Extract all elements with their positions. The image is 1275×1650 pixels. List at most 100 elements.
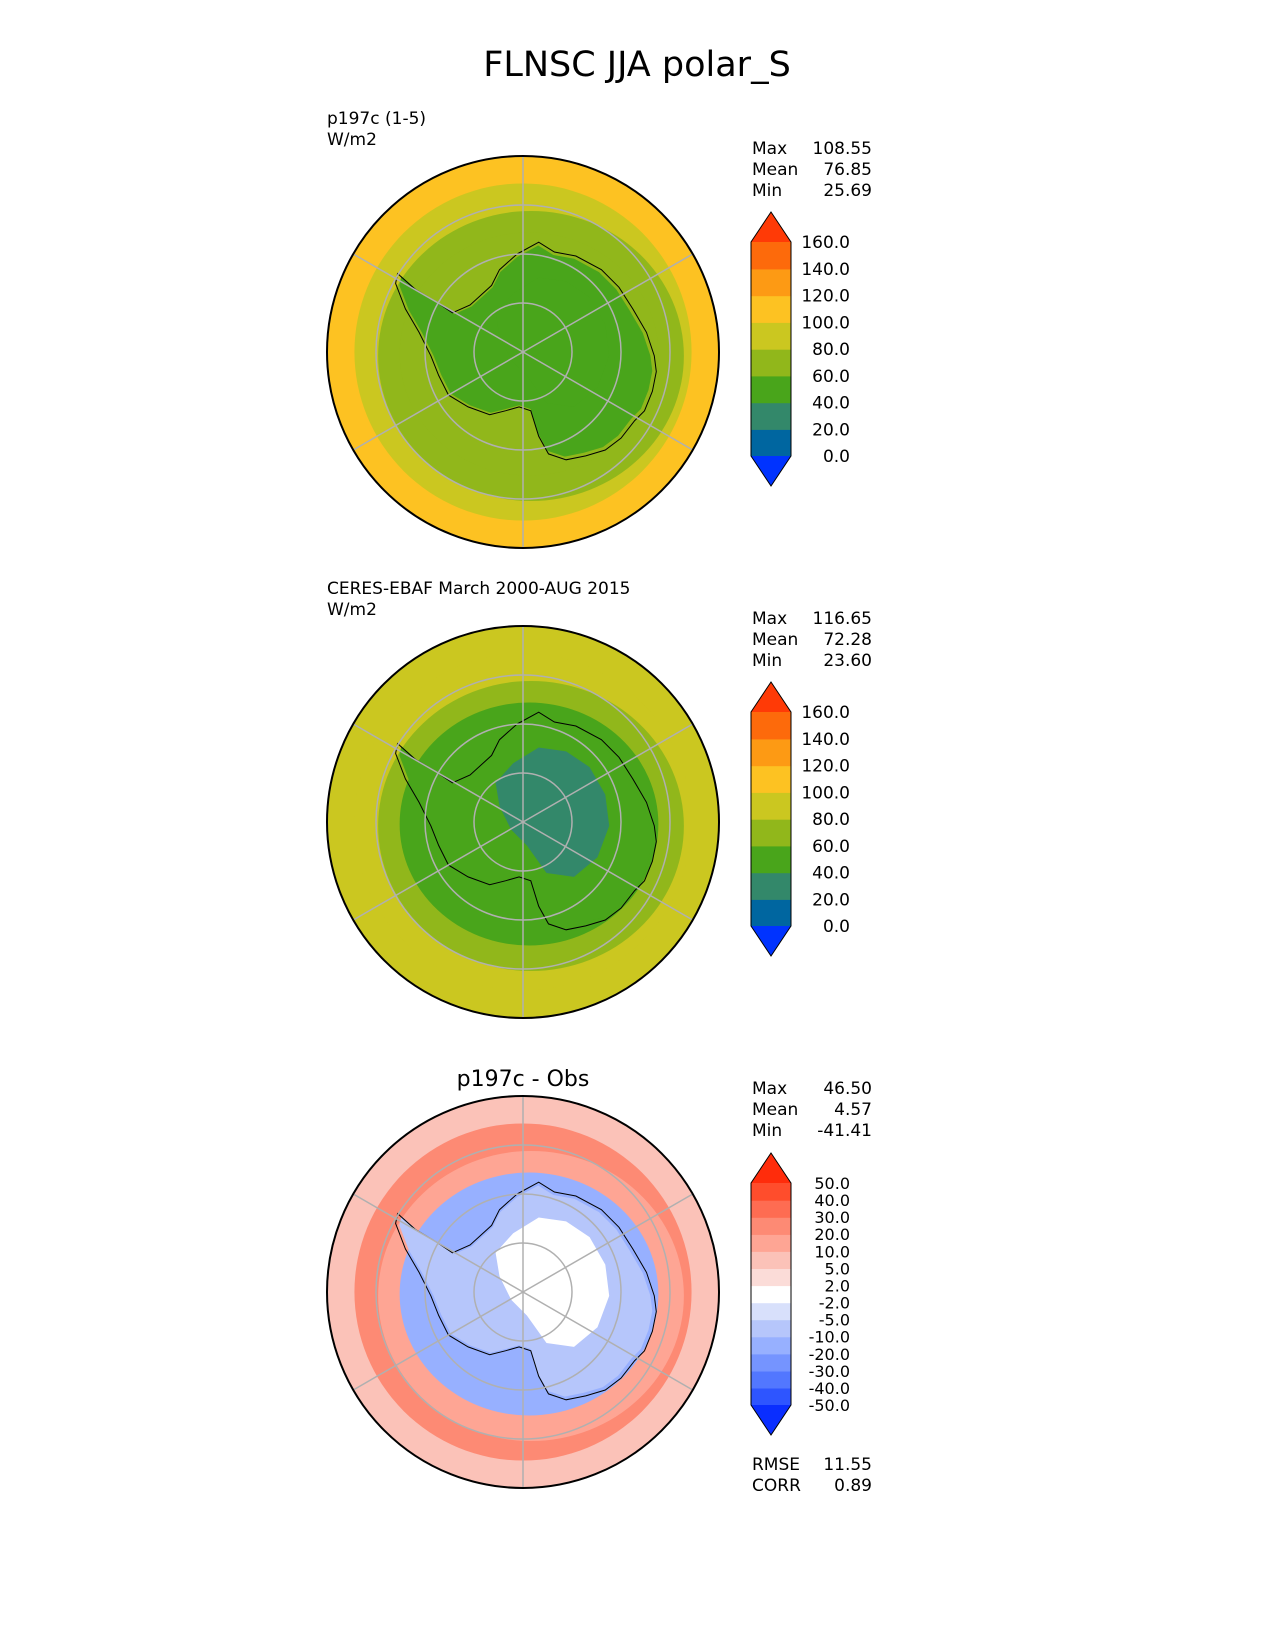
colorbar-segment	[751, 845, 791, 874]
colorbar-tick-label: 80.0	[812, 340, 850, 360]
colorbar-tick-label: 120.0	[801, 757, 850, 777]
colorbar-segment	[751, 738, 791, 767]
colorbar-tick-label: -50.0	[809, 1396, 850, 1415]
colorbar-segment	[751, 1370, 791, 1389]
colorbar-segment	[751, 349, 791, 377]
colorbar-segment	[751, 899, 791, 927]
map-boundary	[326, 625, 720, 1019]
colorbar-segment	[751, 375, 791, 404]
coastline	[395, 241, 657, 461]
panel-test: p197c (1-5)W/m2 Max 108.55 Mean 76.85 Min 25.6…	[326, 109, 872, 549]
colorbar-segment	[751, 1234, 791, 1252]
coastline	[395, 711, 657, 931]
colorbar-tick-label: -5.0	[819, 1311, 850, 1330]
colorbar: -50.0-40.0-30.0-20.0-10.0-5.0-2.02.05.01…	[750, 1152, 850, 1436]
colorbar-segment	[751, 1217, 791, 1235]
meridian-line	[352, 1291, 524, 1391]
colorbar-tick-label: 20.0	[812, 890, 850, 910]
polar-map	[327, 1096, 719, 1488]
colorbar-tick-label: 60.0	[812, 367, 850, 387]
colorbar-tick-label: 140.0	[801, 260, 850, 280]
colorbar: 0.0 20.0 40.0 60.0 80.0 100.0 120.0 140.0 160.0	[750, 211, 850, 487]
colorbar-tick-label: 100.0	[801, 313, 850, 333]
coastline	[395, 1181, 657, 1401]
colorbar-segment	[751, 242, 791, 270]
meridian-line	[522, 253, 694, 353]
meridian-line	[522, 351, 694, 451]
colorbar-extend-max	[751, 682, 791, 712]
stat-value: 108.55	[813, 139, 872, 159]
stat-value: 23.60	[823, 651, 872, 671]
colorbar-segment	[751, 819, 791, 847]
colorbar-tick-label: 160.0	[801, 233, 850, 253]
meridian-line	[352, 723, 524, 823]
metric-value: 0.89	[834, 1476, 872, 1496]
colorbar-tick-label: 0.0	[823, 917, 850, 937]
field-plateau	[495, 747, 610, 877]
colorbar-segment	[751, 1319, 791, 1338]
colorbar-tick-label: 100.0	[801, 783, 850, 803]
colorbar: 0.0 20.0 40.0 60.0 80.0 100.0 120.0 140.0 160.0	[750, 681, 850, 957]
colorbar-extend-max	[751, 1153, 791, 1183]
stat-label: Max	[752, 1079, 787, 1099]
polar-map	[327, 626, 719, 1018]
colorbar-segment	[751, 1387, 791, 1406]
colorbar-segment	[751, 792, 791, 820]
colorbar-extend-min	[751, 926, 791, 956]
colorbar-segment	[751, 1285, 791, 1304]
colorbar-extend-min	[751, 1405, 791, 1435]
stat-label: Mean	[752, 160, 798, 180]
panel-units: W/m2	[327, 130, 377, 150]
stat-label: Max	[752, 139, 787, 159]
stat-value: 25.69	[823, 181, 872, 201]
colorbar-segment	[751, 1353, 791, 1372]
colorbar-segment	[751, 1268, 791, 1287]
meridian-line	[522, 723, 694, 823]
colorbar-outline	[750, 681, 792, 957]
colorbar-tick-label: -40.0	[809, 1379, 850, 1398]
panel-units: W/m2	[327, 600, 377, 620]
meridian-line	[352, 1193, 524, 1293]
figure-title: FLNSC JJA polar_S	[483, 45, 791, 85]
colorbar-outline	[750, 211, 792, 487]
panel-difference: p197c - Obs Max 46.50 Mean 4.57 Min -41.41 -50.…	[326, 1067, 872, 1496]
colorbar-extend-max	[751, 212, 791, 242]
stat-label: Max	[752, 609, 787, 629]
colorbar-tick-label: 50.0	[814, 1174, 850, 1193]
metric-value: 11.55	[823, 1455, 872, 1475]
map-boundary	[326, 1095, 720, 1489]
meridian-line	[522, 821, 694, 921]
meridian-line	[352, 821, 524, 921]
colorbar-tick-label: 2.0	[825, 1276, 850, 1295]
colorbar-tick-label: -30.0	[809, 1362, 850, 1381]
polar-map	[327, 156, 719, 548]
field-plateau	[495, 1217, 610, 1347]
colorbar-segment	[751, 1251, 791, 1269]
colorbar-tick-label: 40.0	[814, 1191, 850, 1210]
metric-label: RMSE	[752, 1455, 800, 1475]
stat-value: 4.57	[834, 1100, 872, 1120]
colorbar-segment	[751, 1183, 791, 1201]
stat-value: 76.85	[823, 160, 872, 180]
meridian-line	[352, 351, 524, 451]
stat-label: Mean	[752, 630, 798, 650]
colorbar-segment	[751, 429, 791, 457]
stat-value: -41.41	[817, 1121, 872, 1141]
colorbar-segment	[751, 402, 791, 430]
colorbar-tick-label: 120.0	[801, 287, 850, 307]
meridian-line	[522, 1193, 694, 1293]
colorbar-segment	[751, 872, 791, 900]
panel-title: p197c - Obs	[457, 1067, 590, 1092]
colorbar-tick-label: 140.0	[801, 730, 850, 750]
colorbar-segment	[751, 712, 791, 740]
colorbar-outline	[750, 1152, 792, 1436]
colorbar-segment	[751, 295, 791, 323]
stat-value: 46.50	[823, 1079, 872, 1099]
colorbar-segment	[751, 322, 791, 350]
panel-title: CERES-EBAF March 2000-AUG 2015	[327, 579, 630, 599]
panel-title: p197c (1-5)	[327, 109, 426, 129]
stat-label: Min	[752, 1121, 782, 1141]
colorbar-segment	[751, 1302, 791, 1321]
